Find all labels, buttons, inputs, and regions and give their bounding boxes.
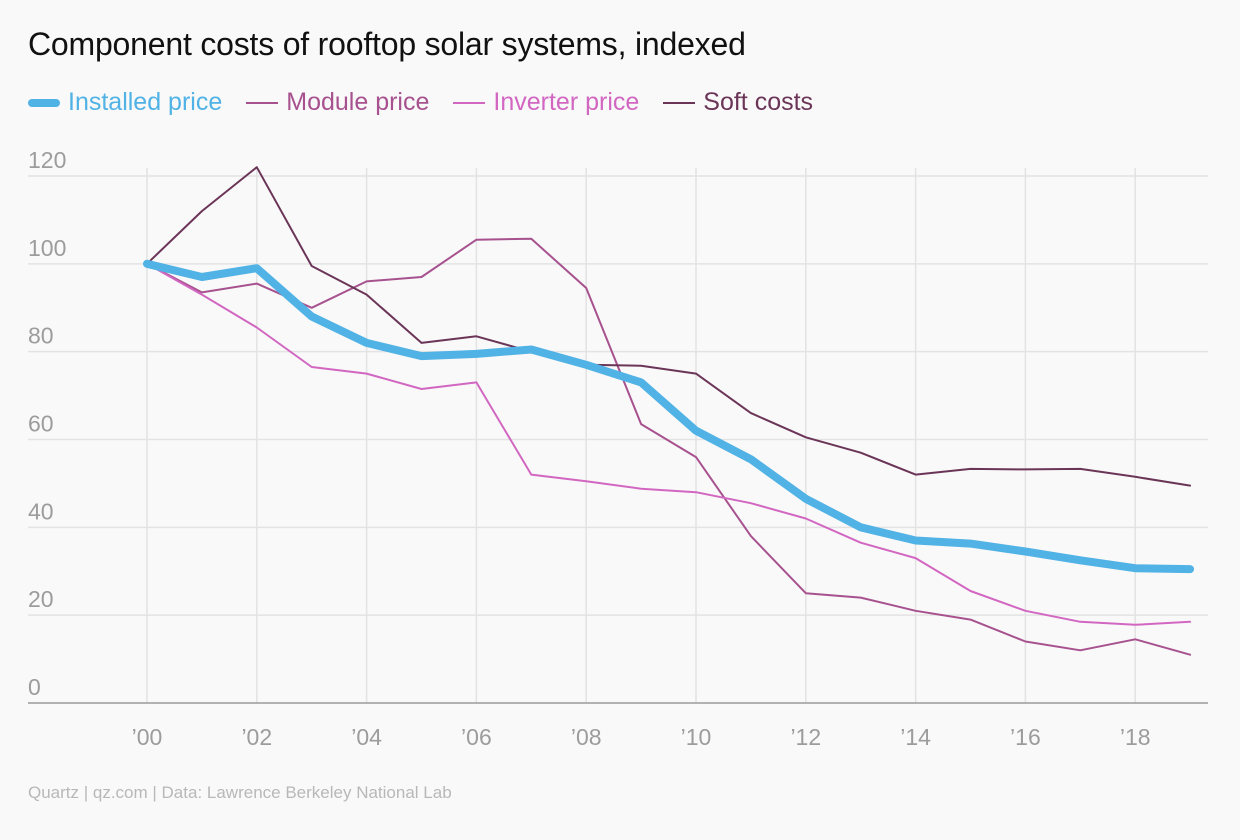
x-tick-label: ’18 [1120,724,1151,750]
legend-swatch-installed-price [28,98,60,107]
legend-label-module-price: Module price [286,88,430,116]
legend-label-inverter-price: Inverter price [493,88,640,116]
y-tick-label: 120 [28,147,66,173]
legend-item-inverter-price: Inverter price [453,88,639,117]
x-tick-label: ’02 [241,724,272,750]
x-tick-label: ’08 [571,724,602,750]
x-tick-label: ’04 [351,724,382,750]
legend-label-installed-price: Installed price [68,88,223,116]
legend-label-soft-costs: Soft costs [703,88,814,116]
y-tick-label: 60 [28,411,54,437]
legend-swatch-soft-costs [663,101,696,104]
series-line-inverter-price [146,262,1192,626]
x-tick-label: ’00 [132,724,163,750]
y-tick-label: 20 [28,586,54,612]
legend-item-module-price: Module price [246,88,429,117]
x-tick-label: ’14 [900,724,931,750]
series-line-soft-costs [146,166,1192,487]
chart-title: Component costs of rooftop solar systems… [28,26,746,62]
legend-swatch-module-price [246,101,279,104]
x-tick-label: ’12 [790,724,821,750]
legend-swatch-inverter-price [453,101,486,104]
x-tick-label: ’16 [1010,724,1041,750]
legend: Installed price Module price Inverter pr… [28,88,837,117]
x-tick-label: ’06 [461,724,492,750]
legend-item-soft-costs: Soft costs [663,88,813,117]
source-note: Quartz | qz.com | Data: Lawrence Berkele… [28,783,452,802]
y-tick-label: 40 [28,498,54,524]
x-tick-label: ’10 [681,724,712,750]
legend-item-installed-price: Installed price [28,88,222,117]
series-line-installed-price [143,259,1195,574]
y-tick-label: 100 [28,235,66,261]
y-tick-label: 80 [28,323,54,349]
series-line-module-price [146,237,1192,656]
y-tick-label: 0 [28,674,41,700]
